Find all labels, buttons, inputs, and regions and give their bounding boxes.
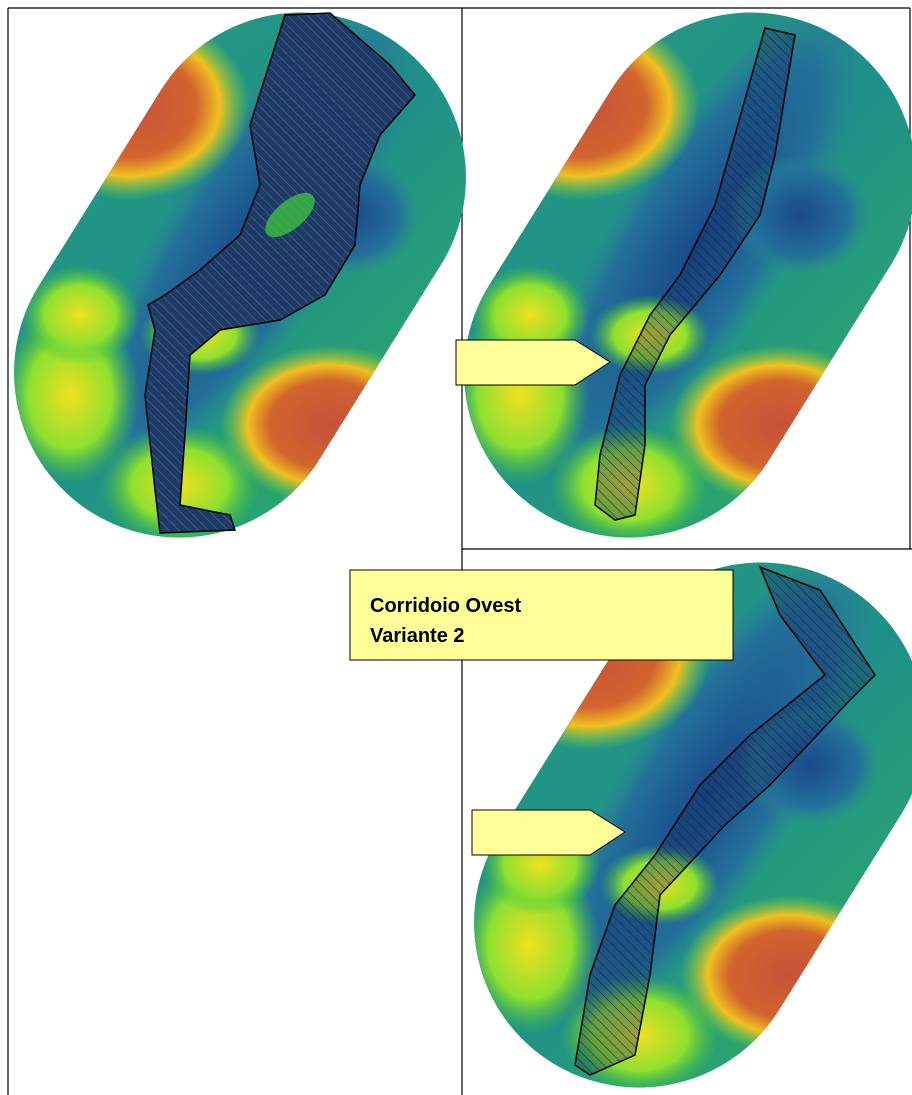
map-2 xyxy=(370,0,912,595)
label-line: Corridoio Ovest xyxy=(370,595,521,617)
map-1 xyxy=(0,0,560,595)
label-line: Variante 2 xyxy=(370,625,465,647)
page: Corridoio Ovest Variante 2 xyxy=(0,0,912,1095)
figure: Corridoio Ovest Variante 2 xyxy=(0,0,912,1095)
